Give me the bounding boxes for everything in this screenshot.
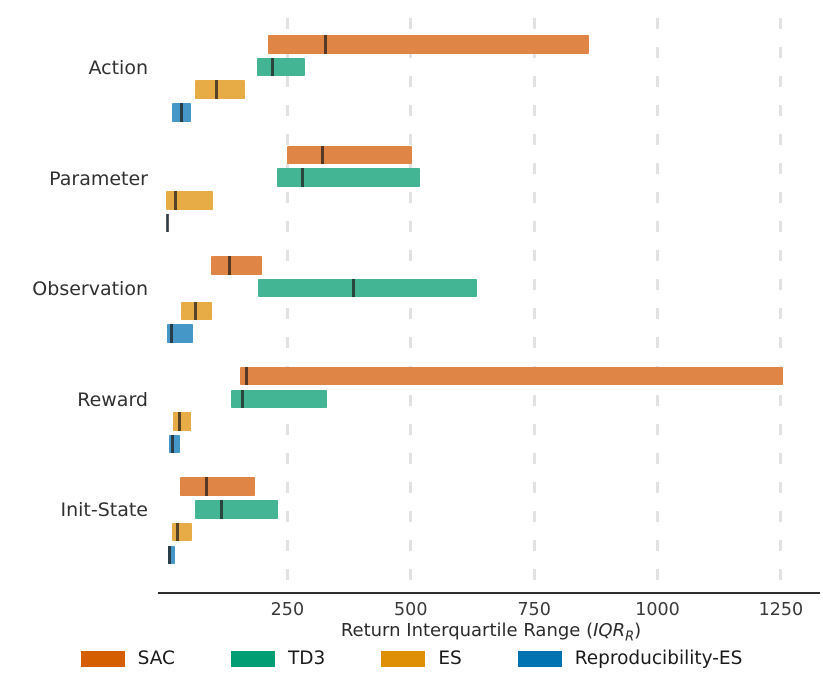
bar-sac-observation bbox=[210, 256, 263, 275]
x-axis-title-iqr: IQR bbox=[593, 620, 626, 641]
legend-item-td3: TD3 bbox=[230, 648, 326, 669]
bar-reproducibility-es-observation bbox=[167, 324, 194, 343]
legend-item-sac: SAC bbox=[80, 648, 175, 669]
bar-td3-action bbox=[256, 57, 306, 77]
x-tick-label-1000: 1000 bbox=[635, 600, 680, 620]
x-axis-title: Return Interquartile Range (IQRR) bbox=[164, 620, 818, 645]
gridline-1250 bbox=[779, 18, 783, 592]
bar-es-reward bbox=[172, 412, 192, 431]
bar-td3-reward bbox=[230, 389, 328, 408]
median-line-sac-parameter bbox=[321, 145, 325, 165]
legend-swatch-reproducibility-es bbox=[517, 650, 562, 667]
gridline-250 bbox=[285, 18, 289, 592]
y-axis-label-reward: Reward bbox=[77, 388, 148, 411]
bar-sac-parameter bbox=[287, 145, 413, 165]
legend-swatch-sac bbox=[80, 650, 125, 667]
median-line-reproducibility-es-init-state bbox=[168, 545, 172, 564]
legend-label-es: ES bbox=[438, 648, 462, 669]
legend-item-es: ES bbox=[381, 648, 462, 669]
median-line-es-observation bbox=[193, 301, 197, 321]
median-line-sac-action bbox=[324, 35, 328, 54]
median-line-td3-init-state bbox=[220, 500, 224, 519]
gridline-750 bbox=[532, 18, 536, 592]
median-line-sac-init-state bbox=[205, 477, 209, 496]
median-line-sac-observation bbox=[227, 256, 231, 275]
median-line-reproducibility-es-reward bbox=[170, 434, 174, 454]
bar-sac-init-state bbox=[180, 477, 256, 496]
y-axis-label-action: Action bbox=[88, 57, 148, 79]
y-axis-label-observation: Observation bbox=[32, 278, 148, 301]
median-line-es-action bbox=[215, 80, 219, 99]
median-line-td3-reward bbox=[241, 389, 245, 408]
bar-reproducibility-es-reward bbox=[169, 434, 180, 454]
median-line-reproducibility-es-observation bbox=[170, 324, 174, 343]
bar-td3-init-state bbox=[194, 500, 279, 519]
y-axis-label-init-state: Init-State bbox=[60, 499, 148, 522]
legend-label-td3: TD3 bbox=[287, 648, 326, 669]
x-axis-title-subscript: R bbox=[625, 629, 635, 645]
median-line-es-reward bbox=[178, 412, 182, 431]
x-axis-title-close: ) bbox=[634, 620, 642, 641]
y-axis-label-parameter: Parameter bbox=[49, 167, 148, 190]
legend-swatch-es bbox=[381, 650, 426, 667]
x-axis-spine bbox=[158, 592, 820, 594]
bar-es-parameter bbox=[165, 191, 213, 210]
median-line-td3-parameter bbox=[301, 168, 305, 187]
bar-sac-action bbox=[267, 35, 590, 54]
median-line-es-init-state bbox=[175, 522, 179, 542]
median-line-td3-action bbox=[271, 57, 275, 77]
x-tick-label-1250: 1250 bbox=[758, 600, 804, 620]
x-tick-label-250: 250 bbox=[270, 600, 305, 620]
x-axis-title-text: Return Interquartile Range ( bbox=[340, 620, 594, 641]
median-line-reproducibility-es-parameter bbox=[165, 213, 169, 233]
x-tick-label-500: 500 bbox=[394, 600, 428, 620]
median-line-es-parameter bbox=[173, 191, 177, 210]
bar-es-observation bbox=[181, 301, 213, 321]
legend-item-reproducibility-es: Reproducibility-ES bbox=[517, 648, 743, 669]
bar-es-action bbox=[195, 80, 246, 99]
legend: SAC TD3 ES Reproducibility-ES bbox=[0, 648, 823, 669]
gridline-500 bbox=[409, 18, 413, 592]
median-line-td3-observation bbox=[351, 278, 355, 298]
legend-label-reproducibility-es: Reproducibility-ES bbox=[574, 648, 743, 669]
x-tick-label-750: 750 bbox=[517, 600, 551, 620]
bar-td3-observation bbox=[258, 278, 478, 298]
legend-label-sac: SAC bbox=[137, 648, 175, 669]
median-line-reproducibility-es-action bbox=[180, 103, 184, 122]
median-line-sac-reward bbox=[244, 366, 248, 386]
bar-sac-reward bbox=[239, 366, 784, 386]
legend-swatch-td3 bbox=[230, 650, 275, 667]
gridline-1000 bbox=[656, 18, 659, 592]
bar-td3-parameter bbox=[276, 168, 421, 187]
